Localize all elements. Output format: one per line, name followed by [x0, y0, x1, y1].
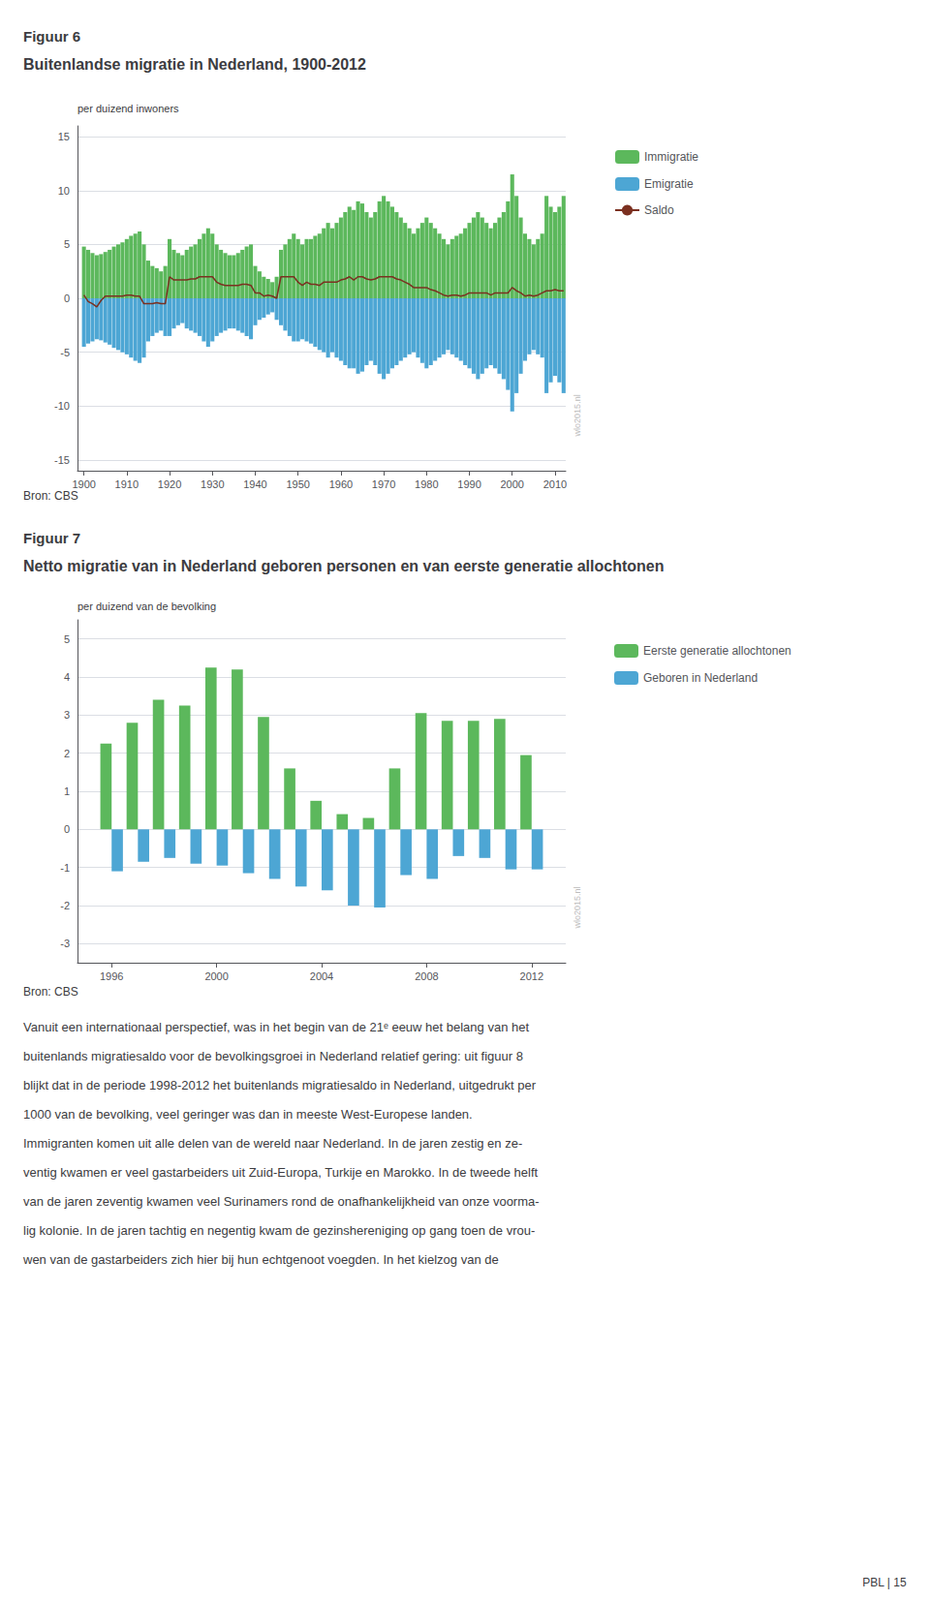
svg-text:5: 5: [63, 238, 70, 250]
svg-text:lig kolonie. In de jaren tacht: lig kolonie. In de jaren tachtig en nege…: [23, 1223, 535, 1239]
svg-text:2000: 2000: [204, 970, 228, 983]
svg-text:PBL | 15: PBL | 15: [862, 1576, 907, 1590]
svg-text:1: 1: [63, 785, 70, 798]
svg-text:Vanuit een internationaal pers: Vanuit een internationaal perspectief, w…: [23, 1020, 529, 1035]
svg-text:1940: 1940: [243, 478, 267, 491]
svg-text:Saldo: Saldo: [644, 203, 675, 217]
svg-text:1980: 1980: [414, 478, 438, 491]
svg-text:Figuur 6: Figuur 6: [23, 28, 81, 45]
svg-text:1920: 1920: [157, 478, 182, 491]
svg-text:15: 15: [58, 130, 70, 143]
svg-text:10: 10: [58, 185, 70, 197]
svg-text:Immigratie: Immigratie: [644, 150, 699, 164]
svg-text:1990: 1990: [457, 478, 481, 491]
svg-text:2008: 2008: [414, 970, 438, 983]
svg-text:2: 2: [63, 747, 70, 760]
svg-text:4: 4: [63, 671, 70, 683]
svg-text:blijkt dat in de periode 1998-: blijkt dat in de periode 1998-2012 het b…: [23, 1078, 537, 1093]
svg-text:1950: 1950: [285, 478, 310, 491]
svg-text:1996: 1996: [99, 970, 124, 983]
svg-text:Bron: CBS: Bron: CBS: [23, 489, 79, 503]
svg-text:per duizend inwoners: per duizend inwoners: [77, 102, 180, 115]
svg-text:1910: 1910: [115, 478, 139, 491]
svg-text:2004: 2004: [310, 970, 334, 983]
svg-text:van de jaren zeventig kwamen v: van de jaren zeventig kwamen veel Surina…: [23, 1194, 540, 1209]
svg-text:1970: 1970: [372, 478, 396, 491]
svg-text:-10: -10: [54, 400, 70, 412]
svg-text:5: 5: [63, 633, 70, 646]
svg-text:-1: -1: [60, 862, 70, 874]
svg-text:-3: -3: [60, 937, 70, 950]
svg-text:Immigranten komen uit alle del: Immigranten komen uit alle delen van de …: [23, 1136, 523, 1151]
svg-text:buitenlands migratiesaldo voor: buitenlands migratiesaldo voor de bevolk…: [23, 1049, 524, 1064]
svg-text:2000: 2000: [499, 478, 524, 491]
svg-text:2010: 2010: [543, 478, 567, 491]
svg-text:wen van de gastarbeiders zich: wen van de gastarbeiders zich hier bij h…: [22, 1252, 499, 1268]
svg-text:0: 0: [63, 823, 70, 836]
svg-text:3: 3: [63, 709, 70, 721]
svg-text:1000 van de bevolking, veel ge: 1000 van de bevolking, veel geringer was…: [23, 1107, 473, 1122]
svg-text:wlo2015.nl: wlo2015.nl: [572, 887, 583, 930]
svg-text:Eerste generatie allochtonen: Eerste generatie allochtonen: [643, 644, 792, 658]
svg-text:Geboren in Nederland: Geboren in Nederland: [643, 671, 758, 685]
svg-text:Emigratie: Emigratie: [644, 177, 694, 191]
svg-text:ventig kwamen er veel gastarbe: ventig kwamen er veel gastarbeiders uit …: [23, 1165, 538, 1180]
svg-text:Netto migratie van in Nederlan: Netto migratie van in Nederland geboren …: [23, 558, 665, 575]
svg-text:-5: -5: [60, 346, 70, 359]
svg-text:1960: 1960: [329, 478, 353, 491]
svg-text:1900: 1900: [71, 478, 95, 491]
svg-text:2012: 2012: [520, 970, 544, 983]
svg-text:1930: 1930: [200, 478, 224, 491]
svg-text:-2: -2: [60, 899, 70, 912]
svg-text:Bron: CBS: Bron: CBS: [23, 985, 79, 999]
svg-text:-15: -15: [54, 454, 70, 466]
svg-text:per duizend van de bevolking: per duizend van de bevolking: [77, 600, 217, 613]
svg-text:Buitenlandse migratie in Neder: Buitenlandse migratie in Nederland, 1900…: [23, 56, 367, 73]
svg-text:0: 0: [63, 292, 70, 305]
svg-text:wlo2015.nl: wlo2015.nl: [572, 394, 583, 437]
svg-text:Figuur 7: Figuur 7: [23, 529, 81, 547]
